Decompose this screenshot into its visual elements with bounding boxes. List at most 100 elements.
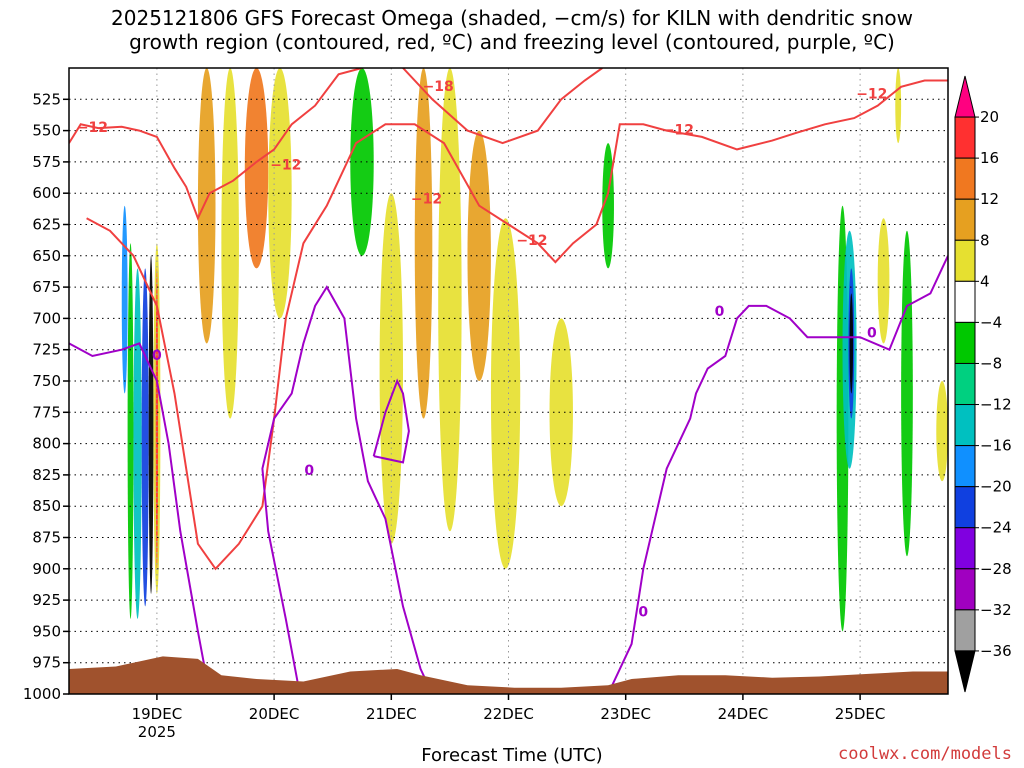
omega-shade-3 [127, 243, 134, 619]
freezing-label-2: 0 [152, 348, 162, 364]
y-tick-label-9: 750 [32, 372, 61, 390]
y-tick-label-16: 925 [32, 591, 61, 609]
omega-shade-1 [155, 268, 159, 569]
omega-shade-13 [414, 68, 433, 419]
omega-shade-25 [936, 381, 948, 482]
y-tick-label-1: 550 [32, 122, 61, 140]
omega-shade-22 [849, 293, 854, 394]
omega-shade-12 [379, 193, 404, 544]
colorbar-label-12: −32 [980, 601, 1012, 619]
omega-shade-7 [197, 68, 216, 344]
colorbar-swatch-2 [954, 157, 976, 200]
freezing-contour-d [607, 255, 948, 694]
omega-shade-15 [467, 130, 491, 381]
y-tick-label-4: 625 [32, 216, 61, 234]
x-tick-label-1: 20DEC [249, 705, 300, 723]
dgz-label-1: −12 [77, 120, 108, 136]
colorbar-label-4: 4 [980, 272, 990, 290]
freezing-contour-b [261, 285, 434, 694]
colorbar-swatch-3 [954, 198, 976, 241]
x-tick-label-5: 24DEC [718, 705, 769, 723]
y-tick-label-13: 850 [32, 497, 61, 515]
chart-title-line1: 2025121806 GFS Forecast Omega (shaded, −… [111, 6, 913, 30]
dgz-label-4: −12 [516, 233, 547, 249]
dgz-label-6: −12 [856, 86, 887, 102]
dgz-label-2: −12 [270, 158, 301, 174]
y-tick-label-12: 825 [32, 466, 61, 484]
colorbar-swatch-12 [954, 568, 976, 611]
omega-shade-14 [438, 68, 462, 532]
colorbar-swatch-5 [954, 280, 976, 323]
y-tick-label-8: 725 [32, 341, 61, 359]
colorbar-label-7: −12 [980, 396, 1012, 414]
dgz-contour-lower [86, 79, 948, 571]
colorbar-label-5: −4 [980, 313, 1002, 331]
colorbar-swatch-0 [954, 75, 976, 118]
colorbar-swatch-9 [954, 445, 976, 488]
y-tick-label-5: 650 [32, 247, 61, 265]
colorbar-swatch-4 [954, 239, 976, 282]
dgz-label-3: −12 [411, 191, 442, 207]
colorbar-label-0: 20 [980, 108, 999, 126]
omega-shade-23 [877, 218, 890, 344]
colorbar-swatch-1 [954, 116, 976, 159]
colorbar-swatch-8 [954, 404, 976, 447]
omega-shade-2 [121, 205, 128, 394]
omega-shade-9 [244, 68, 269, 269]
x-tick-sublabel-0: 2025 [138, 723, 176, 741]
omega-shade-24 [901, 230, 913, 557]
y-tick-label-7: 700 [32, 309, 61, 327]
y-tick-label-15: 900 [32, 560, 61, 578]
omega-shade-6 [148, 255, 154, 594]
omega-shade-10 [268, 68, 292, 319]
plot-area: −12 −12 −12 −12 −12 −12 −18 0 0 0 0 0 [69, 68, 948, 694]
colorbar-label-8: −16 [980, 437, 1012, 455]
colorbar-label-10: −24 [980, 519, 1012, 537]
freezing-label-5: 0 [867, 325, 877, 341]
y-tick-label-18: 975 [32, 654, 61, 672]
y-tick-label-2: 575 [32, 153, 61, 171]
y-tick-label-11: 800 [32, 435, 61, 453]
dgz-contour-upper [69, 68, 363, 221]
x-tick-label-0: 19DEC [132, 705, 183, 723]
colorbar-swatch-13 [954, 609, 976, 652]
freezing-contour-c [372, 378, 410, 464]
colorbar: 20 16 12 8 4 −4 −8 −12 −16 −20 −24 −28 −32 −36 [954, 75, 1012, 693]
omega-shade-5 [141, 268, 149, 607]
colorbar-swatch-10 [954, 486, 976, 529]
dgz-label-5: −12 [663, 123, 694, 139]
freezing-label-4: 0 [715, 304, 725, 320]
colorbar-label-13: −36 [980, 642, 1012, 660]
omega-shade-26 [895, 68, 902, 144]
y-tick-label-10: 775 [32, 403, 61, 421]
omega-shade-18 [549, 318, 573, 507]
y-tick-label-17: 950 [32, 622, 61, 640]
x-tick-label-2: 21DEC [366, 705, 417, 723]
x-axis-title: Forecast Time (UTC) [421, 745, 603, 766]
freezing-label-1: 0 [304, 463, 314, 479]
colorbar-label-6: −8 [980, 354, 1002, 372]
omega-shade-11 [350, 68, 374, 256]
colorbar-label-3: 8 [980, 231, 990, 249]
terrain [69, 656, 948, 694]
freezing-label-3: 0 [638, 605, 648, 621]
colorbar-label-2: 12 [980, 190, 999, 208]
y-tick-label-3: 600 [32, 184, 61, 202]
x-tick-label-3: 22DEC [483, 705, 534, 723]
colorbar-swatch-7 [954, 362, 976, 406]
y-tick-label-14: 875 [32, 529, 61, 547]
colorbar-label-11: −28 [980, 560, 1012, 578]
x-tick-label-6: 25DEC [835, 705, 886, 723]
colorbar-swatch-14 [954, 650, 976, 693]
omega-shade-4 [133, 268, 142, 619]
y-tick-label-19: 1000 [23, 685, 61, 703]
freezing-contour-a [69, 342, 211, 694]
colorbar-label-9: −20 [980, 478, 1012, 496]
colorbar-swatch-6 [954, 321, 976, 364]
x-tick-label-4: 23DEC [600, 705, 651, 723]
chart-title-line2: growth region (contoured, red, ºC) and f… [129, 30, 895, 54]
credit-link[interactable]: coolwx.com/models [838, 744, 1012, 764]
y-tick-label-6: 675 [32, 278, 61, 296]
